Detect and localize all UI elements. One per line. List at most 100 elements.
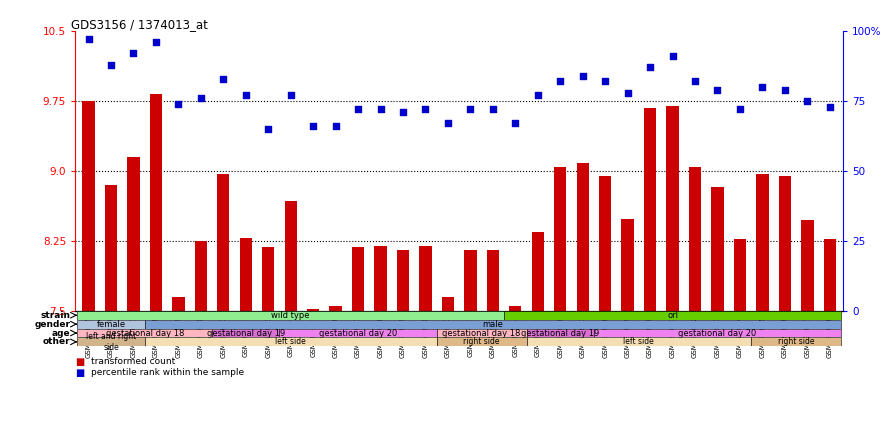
Text: gestational day 18: gestational day 18 [442,329,521,337]
Point [193,95,208,102]
Bar [279,329,437,337]
Bar [667,106,679,311]
Bar [78,311,504,320]
Point [306,123,321,130]
Point [374,106,388,113]
Bar [172,297,185,311]
Bar [554,167,566,311]
Bar [262,247,275,311]
Bar [437,329,526,337]
Point [396,109,410,116]
Point [351,106,366,113]
Point [509,120,523,127]
Bar [145,337,437,346]
Text: strain: strain [41,311,71,320]
Point [531,92,545,99]
Text: gestational day 20: gestational day 20 [319,329,397,337]
Bar [594,329,841,337]
Bar [622,219,634,311]
Bar [374,246,387,311]
Point [283,92,298,99]
Bar [212,329,279,337]
Point [486,106,500,113]
Bar [150,95,162,311]
Point [104,61,118,68]
Bar [419,246,432,311]
Text: gestational day 19: gestational day 19 [521,329,600,337]
Bar [504,311,841,320]
Bar [442,297,454,311]
Text: gestational day 18: gestational day 18 [105,329,184,337]
Text: male: male [482,320,503,329]
Bar [689,167,701,311]
Bar [329,306,342,311]
Point [823,103,837,110]
Bar [526,329,594,337]
Point [126,50,140,57]
Bar [217,174,230,311]
Bar [352,247,365,311]
Bar [396,250,409,311]
Bar [599,176,611,311]
Text: left side: left side [623,337,654,346]
Text: GDS3156 / 1374013_at: GDS3156 / 1374013_at [72,18,208,31]
Bar [437,337,526,346]
Text: gestational day 19: gestational day 19 [207,329,285,337]
Point [800,98,814,105]
Bar [194,241,207,311]
Point [576,72,590,79]
Point [328,123,343,130]
Text: orl: orl [667,311,678,320]
Text: ■: ■ [75,368,84,378]
Bar [78,329,212,337]
Text: left side: left side [275,337,306,346]
Bar [532,232,544,311]
Point [419,106,433,113]
Bar [751,337,841,346]
Point [81,36,95,43]
Point [621,89,635,96]
Point [261,126,275,133]
Text: percentile rank within the sample: percentile rank within the sample [91,369,244,377]
Point [688,78,702,85]
Point [441,120,455,127]
Bar [464,250,477,311]
Bar [526,337,751,346]
Bar [756,174,768,311]
Point [755,83,769,91]
Bar [105,185,117,311]
Bar [577,163,589,311]
Bar [284,201,297,311]
Text: right side: right side [778,337,814,346]
Point [711,86,725,93]
Point [598,78,612,85]
Bar [487,250,499,311]
Text: right side: right side [464,337,500,346]
Point [238,92,253,99]
Point [733,106,747,113]
Point [643,64,657,71]
Text: female: female [96,320,125,329]
Bar [239,238,252,311]
Point [778,86,792,93]
Text: left and right
side: left and right side [86,332,136,352]
Point [553,78,567,85]
Text: transformed count: transformed count [91,357,175,366]
Bar [712,187,724,311]
Bar [78,337,145,346]
Bar [801,220,813,311]
Point [171,100,185,107]
Point [464,106,478,113]
Bar [824,239,836,311]
Point [216,75,230,82]
Text: other: other [43,337,71,346]
Bar [82,101,94,311]
Text: wild type: wild type [271,311,310,320]
Bar [307,309,320,311]
Text: age: age [52,329,71,337]
Text: gestational day 20: gestational day 20 [678,329,757,337]
Point [149,39,163,46]
Bar [127,157,140,311]
Text: gender: gender [34,320,71,329]
Bar [78,320,145,329]
